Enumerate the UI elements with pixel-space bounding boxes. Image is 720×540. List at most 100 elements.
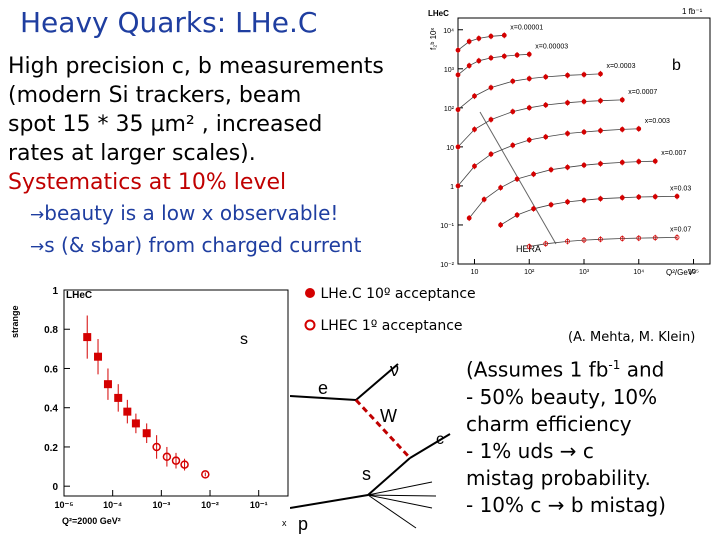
f2b-data-point xyxy=(472,127,477,132)
strange-y-axis-label: strange xyxy=(10,305,20,338)
label-s: s xyxy=(362,464,371,484)
f2b-data-point xyxy=(565,164,570,170)
label-c: c xyxy=(436,431,444,448)
credit-text: (A. Mehta, M. Klein) xyxy=(568,330,696,345)
strange-data-point xyxy=(103,380,112,389)
intro-line: rates at larger scales). xyxy=(8,141,256,166)
f2b-data-point xyxy=(510,142,516,148)
strange-data-point xyxy=(152,442,161,452)
f2b-data-point xyxy=(565,238,570,244)
f2b-lumi-label: 1 fb⁻¹ xyxy=(682,7,703,16)
f2b-series-curve xyxy=(457,34,505,51)
f2b-data-point xyxy=(598,236,603,242)
f2b-data-point xyxy=(636,194,642,200)
f2b-data-point xyxy=(514,212,520,218)
f2b-series-label: x=0.00003 xyxy=(535,43,568,50)
f2b-data-point xyxy=(565,72,570,78)
f2b-data-point xyxy=(543,134,549,140)
f2b-data-point xyxy=(619,97,625,103)
f2b-series-label: x=0.003 xyxy=(645,118,670,125)
intro-line: (modern Si trackers, beam xyxy=(8,83,302,108)
f2b-data-point xyxy=(543,241,549,247)
f2b-data-point xyxy=(455,47,461,53)
f2b-data-point xyxy=(652,194,658,200)
f2b-data-point xyxy=(598,196,603,202)
f2b-data-point xyxy=(548,202,554,208)
f2b-data-point xyxy=(488,151,494,157)
arrow-icon: → xyxy=(30,205,45,225)
bullet-item: →beauty is a low x observable! xyxy=(30,198,361,230)
remnant-line xyxy=(367,494,417,529)
label-e: e xyxy=(318,378,328,398)
assumption-line: - 10% c → b mistag) xyxy=(466,492,666,517)
strange-y-tick-label: 0.8 xyxy=(44,325,58,336)
f2b-y-tick-label: 1 xyxy=(450,184,454,191)
strange-x-tick-label: 10⁻⁴ xyxy=(103,500,122,510)
f2b-data-point xyxy=(498,222,504,228)
f2b-data-point xyxy=(636,159,642,164)
f2b-series-label: x=0.007 xyxy=(661,150,686,157)
f2b-data-point xyxy=(548,167,554,173)
f2b-data-point xyxy=(526,51,532,57)
remnant-line xyxy=(367,494,437,497)
strange-x-axis-label: x xyxy=(282,518,287,528)
f2b-data-point xyxy=(472,93,477,99)
f2b-data-point xyxy=(488,55,494,61)
f2b-series-label: x=0.0003 xyxy=(606,63,635,70)
f2b-x-tick-label: 10² xyxy=(524,269,535,276)
f2b-data-point xyxy=(598,128,603,134)
arrow-icon: → xyxy=(30,237,45,257)
strange-chart: LHeC s strange x Q²=2000 GeV² 0 0.2 0.4 0.6… xyxy=(10,286,289,528)
f2b-data-point xyxy=(543,74,549,80)
f2b-data-point xyxy=(652,235,658,241)
f2b-data-point xyxy=(598,161,603,167)
f2b-data-point xyxy=(581,197,587,203)
bullet-list: →beauty is a low x observable! →s (& sba… xyxy=(30,198,361,262)
f2b-data-point xyxy=(565,100,570,106)
strange-y-tick-label: 0.2 xyxy=(44,443,58,454)
strange-data-point xyxy=(162,452,172,462)
strange-plot-frame xyxy=(63,289,289,497)
strange-data-point xyxy=(83,333,92,342)
f2b-series-label: x=0.0007 xyxy=(628,89,657,96)
f2b-data-point xyxy=(526,105,532,111)
bullet-item: →s (& sbar) from charged current xyxy=(30,230,361,262)
f2b-data-point xyxy=(526,244,532,249)
f2b-series-curve xyxy=(468,160,656,219)
label-w: W xyxy=(380,406,397,426)
charm-quark-line xyxy=(409,433,451,459)
f2b-y-tick-label: 10⁴ xyxy=(443,28,454,35)
f2b-data-point xyxy=(501,32,507,38)
f2b-data-point xyxy=(510,78,516,84)
strange-y-tick-label: 0.6 xyxy=(44,364,58,375)
f2b-data-point xyxy=(514,52,520,58)
strange-data-point xyxy=(201,470,210,479)
f2b-data-point xyxy=(581,129,587,135)
f2b-data-point xyxy=(619,195,625,201)
assumptions-text: (Assumes 1 fb-1 and - 50% beauty, 10% ch… xyxy=(466,352,666,519)
f2b-y-tick-label: 10 xyxy=(446,145,454,152)
f2b-series-curve xyxy=(529,237,678,247)
label-p: p xyxy=(298,514,308,534)
f2b-data-point xyxy=(481,197,487,202)
f2b-series-curve xyxy=(500,196,678,226)
strange-corner-label: LHeC xyxy=(66,290,92,301)
assumption-line: mistag probability. xyxy=(466,465,651,490)
slide-title: Heavy Quarks: LHe.C xyxy=(20,6,318,39)
f2b-data-point xyxy=(531,206,536,212)
strange-data-point xyxy=(142,429,151,438)
strange-x-tick-label: 10⁻³ xyxy=(152,500,170,510)
f2b-series-curve xyxy=(457,128,639,187)
strange-y-tick-label: 0 xyxy=(52,482,58,493)
legend-open-text: LHEC 1º acceptance xyxy=(320,318,463,334)
strange-data-point xyxy=(171,456,181,465)
f2b-data-point xyxy=(466,39,472,44)
f2b-data-point xyxy=(498,185,504,191)
f2b-data-point xyxy=(466,63,472,69)
bullet-text: s (& sbar) from charged current xyxy=(44,233,362,257)
f2b-data-point xyxy=(581,99,587,104)
electron-line-in xyxy=(290,395,357,401)
f2b-x-tick-label: 10³ xyxy=(579,269,590,276)
strange-data-point xyxy=(131,419,140,428)
f2b-data-point xyxy=(472,163,477,169)
